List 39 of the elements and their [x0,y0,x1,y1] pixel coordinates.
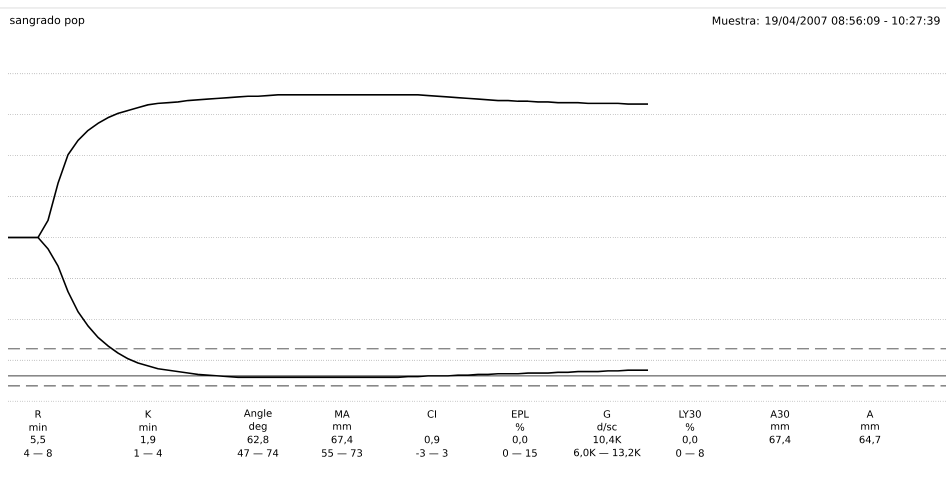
text: 67,4 [332,436,353,444]
text: 10,4K [594,436,622,444]
text: 5,5 [30,436,46,444]
text: mm [861,424,879,430]
text: 0 — 15 [503,449,537,457]
text: 0,0 [682,436,698,444]
text: 67,4 [770,436,791,444]
text: K [146,410,152,418]
text: mm [333,424,351,430]
text: mm [771,424,789,430]
text: 1,9 [141,436,156,444]
text: 0,0 [512,436,528,444]
text: deg [249,422,266,432]
text: 0 — 8 [676,449,704,457]
text: 47 — 74 [238,449,278,457]
text: min [30,423,47,431]
text: -3 — 3 [416,449,448,457]
text: % [686,423,694,431]
text: 64,7 [860,436,880,444]
text: R [36,410,42,418]
text: A30 [770,410,790,418]
text: 1 — 4 [134,449,162,457]
text: 4 — 8 [24,449,52,457]
text: 55 — 73 [322,449,362,457]
text: 62,8 [248,436,268,444]
text: 6,0K — 13,2K [574,448,641,458]
text: 0,9 [424,436,440,444]
chart-title: sangrado pop [10,16,84,26]
text: Angle [244,409,272,419]
text: % [516,423,524,431]
text: min [140,423,157,431]
text: MA [335,410,350,418]
text: EPL [512,410,529,418]
text: d/sc [597,422,617,432]
text: CI [428,410,436,418]
text: Muestra: 19/04/2007 08:56:09 - 10:27:39 [712,16,940,26]
text: LY30 [679,410,701,418]
text: G [604,410,610,418]
text: A [866,410,874,418]
